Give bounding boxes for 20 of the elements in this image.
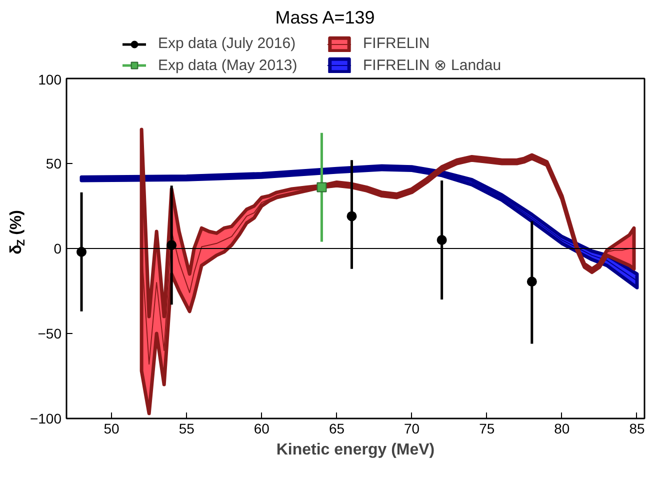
legend-label: FIFRELIN bbox=[363, 35, 431, 52]
x-tick-label: 50 bbox=[104, 420, 120, 436]
x-axis-title: Kinetic energy (MeV) bbox=[276, 442, 435, 458]
legend-label: FIFRELIN ⊗ Landau bbox=[363, 56, 502, 74]
x-tick-label: 55 bbox=[178, 420, 195, 436]
x-tick-label: 80 bbox=[554, 420, 570, 436]
chart-title: Mass A=139 bbox=[275, 8, 375, 28]
x-tick-label: 85 bbox=[629, 420, 645, 436]
legend-label: Exp data (May 2013) bbox=[158, 56, 298, 74]
legend-label: Exp data (July 2016) bbox=[158, 35, 297, 52]
y-tick-label: 50 bbox=[46, 156, 62, 172]
x-tick-label: 65 bbox=[328, 420, 345, 436]
y-tick-label: −100 bbox=[30, 410, 62, 426]
y-tick-label: 100 bbox=[38, 72, 62, 88]
y-tick-label: −50 bbox=[38, 326, 62, 342]
y-axis-title: δZ (%) bbox=[8, 210, 28, 254]
x-tick-label: 70 bbox=[404, 420, 420, 436]
x-tick-label: 60 bbox=[254, 420, 270, 436]
y-tick-label: 0 bbox=[54, 240, 62, 256]
x-tick-label: 75 bbox=[479, 420, 495, 436]
